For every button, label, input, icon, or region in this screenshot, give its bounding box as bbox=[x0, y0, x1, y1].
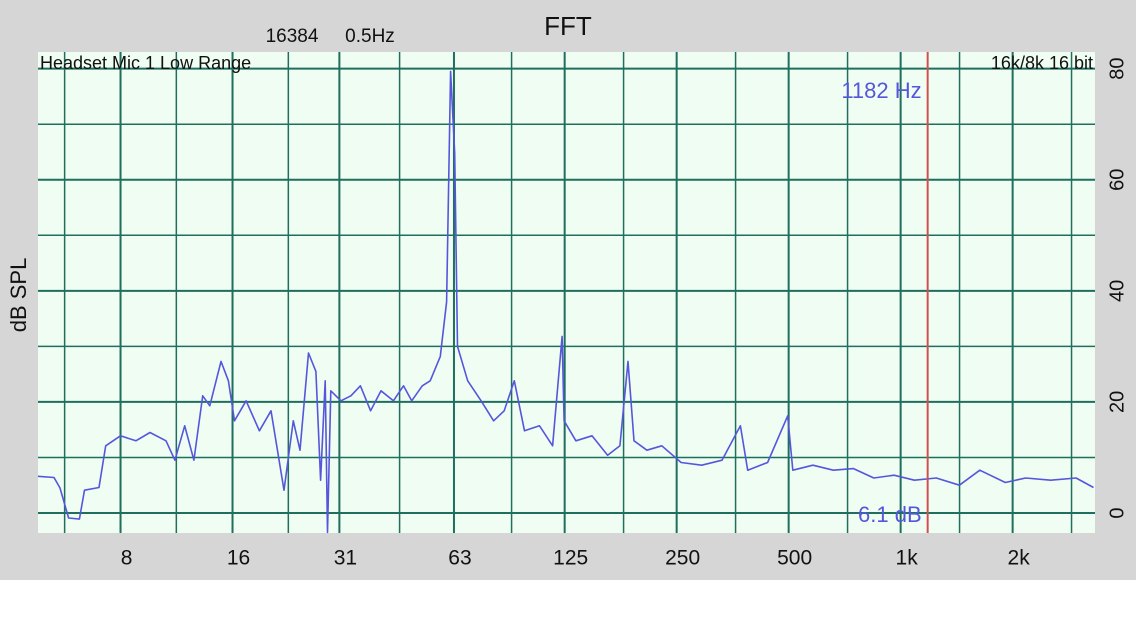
x-tick-label: 500 bbox=[777, 547, 812, 570]
x-tick-label: 250 bbox=[665, 547, 700, 570]
plot-area bbox=[38, 52, 1095, 533]
x-tick-label: 63 bbox=[448, 547, 471, 570]
x-tick-label: 125 bbox=[553, 547, 588, 570]
y-tick-label: 80 bbox=[1106, 58, 1128, 80]
format-label: 16k/8k 16 bit bbox=[991, 53, 1093, 73]
chart-title: FFT bbox=[544, 11, 592, 41]
x-tick-label: 31 bbox=[334, 547, 357, 570]
cursor-frequency: 1182 Hz bbox=[841, 78, 921, 103]
cursor-level: 6.1 dB bbox=[858, 502, 922, 527]
spectrum-line bbox=[37, 70, 1094, 534]
x-tick-label: 2k bbox=[1008, 547, 1031, 570]
y-tick-label: 0 bbox=[1106, 507, 1128, 518]
y-tick-label: 60 bbox=[1106, 169, 1128, 191]
resolution: 0.5Hz bbox=[345, 26, 395, 47]
y-tick-label: 40 bbox=[1106, 280, 1128, 302]
x-tick-label: 1k bbox=[896, 547, 919, 570]
fft-size: 16384 bbox=[266, 26, 319, 47]
x-tick-label: 16 bbox=[227, 547, 250, 570]
x-tick-label: 8 bbox=[121, 547, 133, 570]
input-label: Headset Mic 1 Low Range bbox=[40, 53, 251, 73]
y-tick-label: 20 bbox=[1106, 391, 1128, 413]
y-axis-label: dB SPL bbox=[6, 258, 31, 333]
